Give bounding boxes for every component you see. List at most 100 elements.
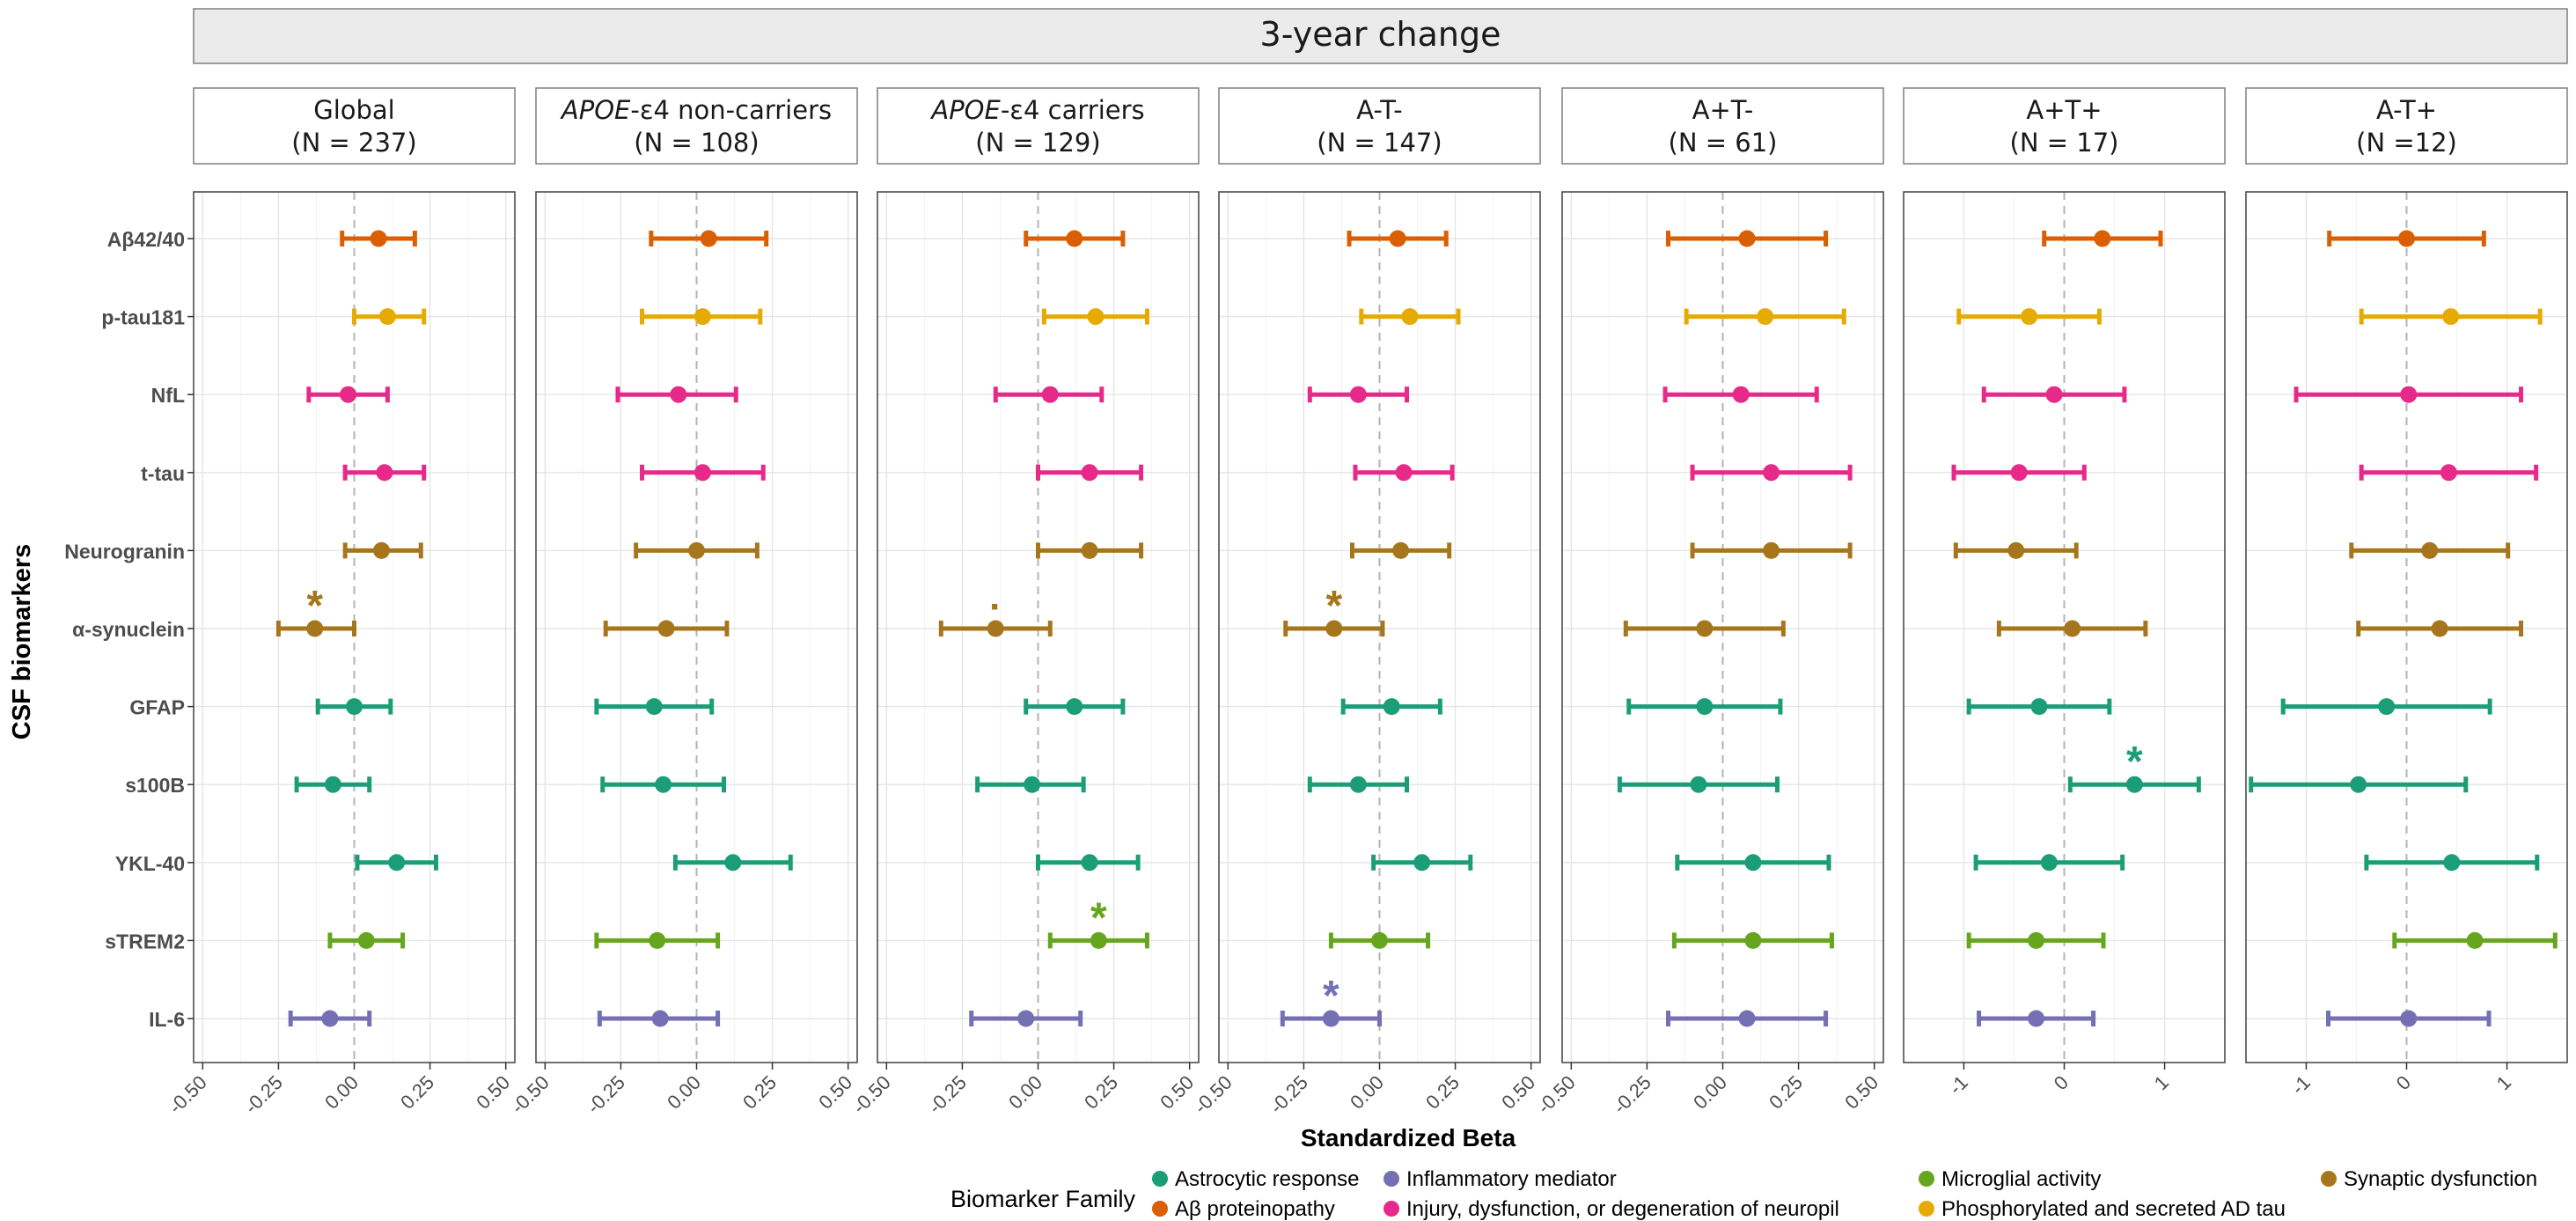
x-tick-label: 0 [2050,1071,2073,1094]
estimate-point [701,231,717,247]
significance-marker: * [2126,739,2143,785]
legend-label: Aβ proteinopathy [1175,1197,1335,1221]
panel: A+T+(N = 17) * -1 0 1 [1904,88,2225,1099]
estimate-point [2467,932,2484,949]
x-tick-label: 0.50 [1840,1071,1882,1114]
legend-key [1383,1201,1399,1217]
x-tick-label: 0.25 [1421,1071,1464,1114]
estimate-point [1082,542,1098,559]
legend-label: Injury, dysfunction, or degeneration of … [1406,1197,1839,1221]
x-tick-label: -1 [1944,1071,1972,1100]
estimate-point [2064,621,2081,637]
x-axis-label: Standardized Beta [1301,1124,1516,1151]
estimate-point [646,698,663,715]
panel-n-label: (N = 237) [291,128,416,158]
estimate-point [724,854,741,871]
estimate-point [1744,854,1761,871]
estimate-point [2443,854,2460,871]
biomarker-label: t-tau [141,462,185,485]
panel: APOE-ε4 non-carriers(N = 108) -0.50 -0.25 0… [507,88,857,1118]
estimate-point [1739,231,1756,247]
x-tick-label: -0.50 [1190,1071,1237,1118]
estimate-point [346,698,363,715]
panel-title: Global [313,95,395,125]
legend-label: Astrocytic response [1175,1167,1359,1191]
estimate-point [2046,386,2063,403]
legend-label: Microglial activity [1941,1167,2101,1191]
x-tick-label: 0.00 [320,1071,363,1114]
estimate-point [1087,308,1104,325]
estimate-point [2350,776,2367,793]
x-tick-label: 0.50 [472,1071,514,1114]
biomarker-label: p-tau181 [101,306,185,329]
estimate-point [694,308,711,325]
estimate-point [1066,231,1083,247]
biomarker-label: GFAP [129,696,185,719]
x-tick-label: -0.25 [583,1071,629,1118]
estimate-point [1744,932,1761,949]
x-tick-label: -0.25 [1266,1071,1312,1118]
x-tick-label: -0.50 [507,1071,554,1118]
panel: APOE-ε4 carriers(N = 129) · * -0.50 -0.25 0.0… [848,88,1199,1118]
x-tick-label: -0.25 [924,1071,971,1118]
estimate-point [2398,231,2415,247]
estimate-point [340,386,356,403]
panel-title-part: A-T- [1356,95,1403,125]
estimate-point [1396,464,1413,481]
biomarker-label: sTREM2 [105,930,185,953]
legend-label: Inflammatory mediator [1406,1167,1617,1191]
estimate-point [379,308,396,325]
biomarker-label: Aβ42/40 [107,228,185,251]
panel-title-part: A-T+ [2376,95,2437,125]
legend-key [2321,1171,2337,1187]
y-axis-label: CSF biomarkers [8,544,36,739]
estimate-point [1082,854,1098,871]
estimate-point [2094,231,2110,247]
panel-title-part: A+T- [1692,95,1754,125]
panel-title: APOE-ε4 carriers [929,95,1144,125]
panel-n-label: (N = 61) [1669,128,1778,158]
legend-key [1919,1171,1934,1187]
biomarker-label: Neurogranin [64,540,185,563]
x-tick-label: 1 [2150,1071,2173,1094]
estimate-point [670,386,686,403]
x-tick-label: 0.25 [738,1071,781,1114]
estimate-point [376,464,393,481]
panel-n-label: (N =12) [2356,128,2457,158]
estimate-point [1350,776,1367,793]
estimate-point [1371,932,1388,949]
panel: A+T-(N = 61)-0.50 -0.25 0.00 0.25 0.50 [1533,88,1883,1118]
biomarker-label: IL-6 [149,1008,185,1031]
estimate-point [2028,932,2044,949]
panel-title: A+T- [1692,95,1754,125]
panel-n-label: (N = 17) [2010,128,2119,158]
x-tick-label: 0.50 [1497,1071,1539,1114]
estimate-point [1690,776,1706,793]
estimate-point [2011,464,2028,481]
x-tick-label: 0.00 [663,1071,705,1114]
estimate-point [1401,308,1418,325]
estimate-point [1696,698,1713,715]
x-tick-label: 0.50 [814,1071,856,1114]
significance-marker: * [306,583,323,629]
panel-title: A+T+ [2026,95,2102,125]
panel-n-label: (N = 108) [634,128,759,158]
estimate-point [1696,621,1713,637]
panel-title: APOE-ε4 non-carriers [560,95,832,125]
legend-label: Synaptic dysfunction [2344,1167,2537,1191]
x-tick-label: 0.25 [396,1071,438,1114]
estimate-point [649,932,665,949]
estimate-point [325,776,341,793]
x-tick-label: -0.50 [848,1071,895,1118]
biomarker-label: YKL-40 [115,852,185,875]
legend-key [1383,1171,1399,1187]
estimate-point [2421,542,2438,559]
estimate-point [1739,1011,1756,1027]
panel-n-label: (N = 129) [975,128,1100,158]
trend-marker: · [989,585,1002,629]
estimate-point [321,1011,338,1027]
panel-title-part: Global [313,95,395,125]
panel-title: A-T- [1356,95,1403,125]
x-tick-label: -0.50 [165,1071,211,1118]
significance-marker: * [1090,894,1107,941]
